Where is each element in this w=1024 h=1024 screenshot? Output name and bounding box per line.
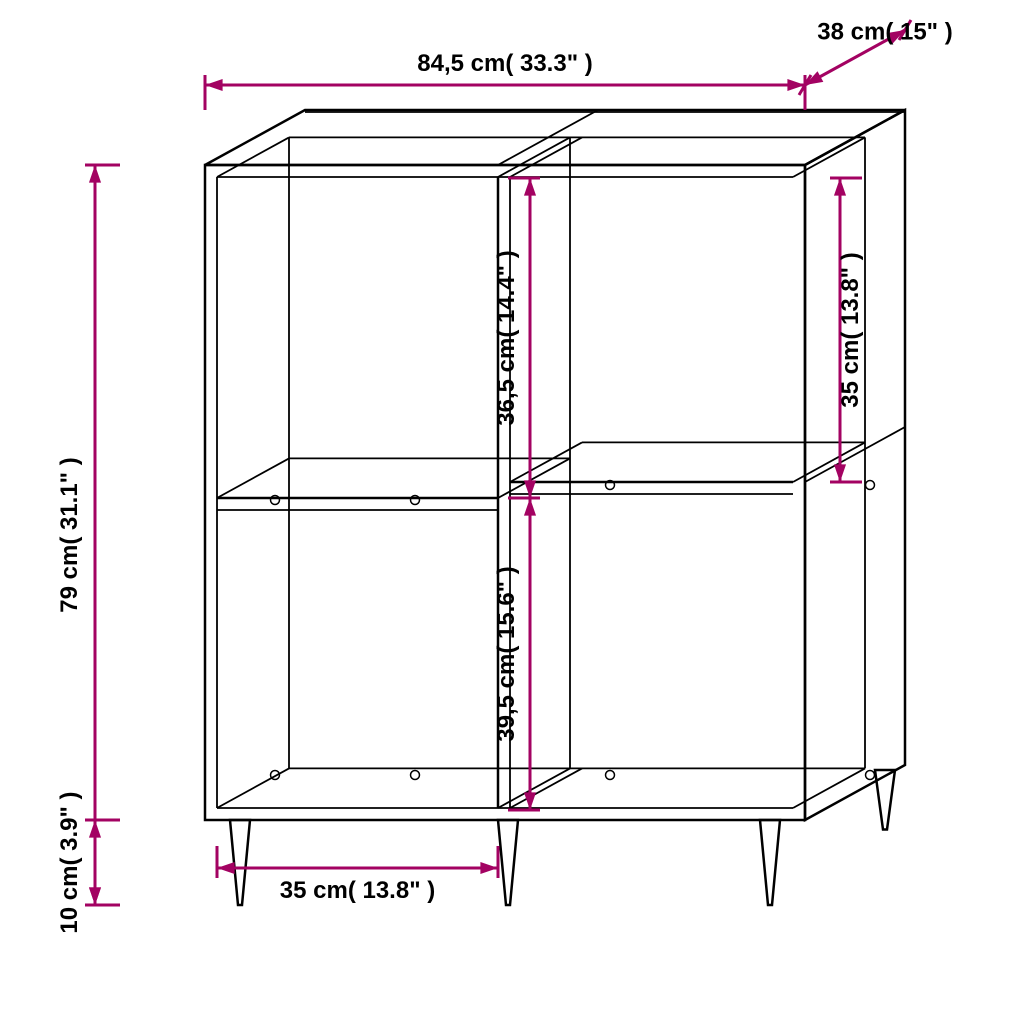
dim-top-width: 84,5 cm( 33.3" ) — [417, 50, 592, 77]
dim-bottom-inner: 35 cm( 13.8" ) — [280, 877, 435, 904]
cabinet-drawing — [205, 110, 905, 905]
dimensions: 84,5 cm( 33.3" ) 38 cm( 15" ) 79 cm( 31.1"… — [56, 19, 953, 934]
dim-top-depth: 38 cm( 15" ) — [817, 19, 952, 46]
dim-leg-height: 10 cm( 3.9" ) — [56, 791, 83, 933]
dim-center-lower: 39,5 cm( 15.6" ) — [493, 566, 520, 741]
dim-left-height: 79 cm( 31.1" ) — [56, 457, 83, 612]
dim-center-upper: 36,5 cm( 14.4" ) — [493, 250, 520, 425]
dim-right-inner: 35 cm( 13.8" ) — [837, 252, 864, 407]
